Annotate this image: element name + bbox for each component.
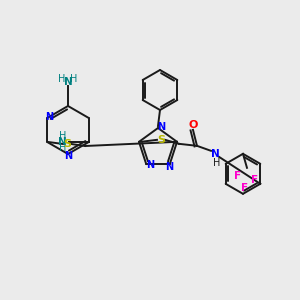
Text: H: H xyxy=(70,74,78,84)
Text: N: N xyxy=(64,151,72,161)
Text: F: F xyxy=(251,175,259,185)
Text: H: H xyxy=(58,74,66,84)
Text: H: H xyxy=(59,143,67,153)
Text: S: S xyxy=(157,135,165,145)
Text: N: N xyxy=(146,160,154,170)
Text: N: N xyxy=(211,149,219,159)
Text: H: H xyxy=(213,158,221,168)
Text: H: H xyxy=(59,131,67,141)
Text: F: F xyxy=(234,171,242,181)
Text: N: N xyxy=(165,162,173,172)
Text: F: F xyxy=(242,183,248,193)
Text: N: N xyxy=(58,137,67,147)
Text: N: N xyxy=(45,112,53,122)
Text: N: N xyxy=(64,77,72,87)
Text: O: O xyxy=(188,120,198,130)
Text: S: S xyxy=(63,139,71,149)
Text: N: N xyxy=(157,122,165,132)
